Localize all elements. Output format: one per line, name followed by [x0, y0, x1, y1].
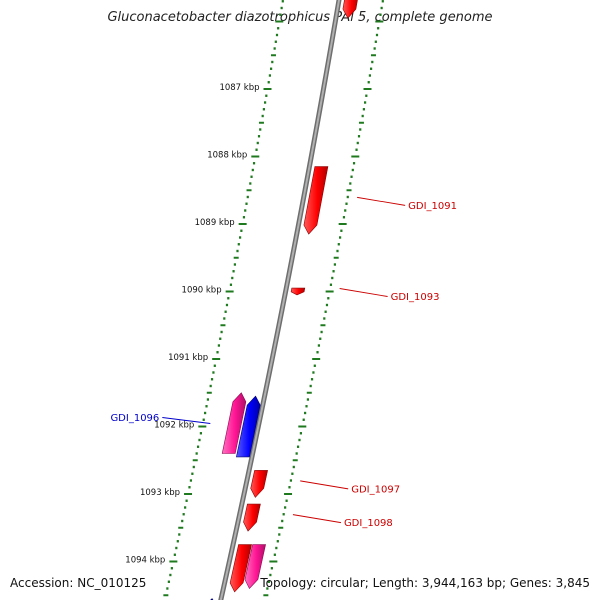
- gene-label-gdi-1091[interactable]: GDI_1091: [408, 201, 457, 212]
- kbp-tick-label: 1089 kbp: [195, 218, 235, 228]
- gene-leader-line: [300, 480, 349, 490]
- gene-arrow-gdi-1091[interactable]: [303, 166, 329, 235]
- kbp-tick-label: 1091 kbp: [168, 353, 208, 363]
- gene-arrow-unlabeled-4[interactable]: [221, 392, 247, 454]
- kbp-tick-label: 1092 kbp: [154, 421, 194, 431]
- gene-arrow-unlabeled-0[interactable]: [342, 0, 359, 19]
- kbp-tick-label: 1093 kbp: [140, 488, 180, 498]
- gene-arrow-unlabeled-7[interactable]: [229, 544, 252, 593]
- gene-arrow-gdi-1098[interactable]: [243, 503, 261, 532]
- gene-label-gdi-1093[interactable]: GDI_1093: [391, 292, 440, 303]
- genome-summary-label: Topology: circular; Length: 3,944,163 bp…: [260, 576, 590, 590]
- gene-arrow-unlabeled-8[interactable]: [244, 544, 266, 590]
- map-title: Gluconacetobacter diazotrophicus PAl 5, …: [107, 10, 493, 25]
- gene-leader-line: [357, 196, 406, 206]
- gene-arrow-gdi-1097[interactable]: [250, 470, 268, 498]
- gene-arrow-gdi-1093[interactable]: [290, 287, 306, 296]
- gene-leader-line: [339, 288, 388, 297]
- gene-leader-line: [162, 417, 211, 424]
- gene-arrow-gdi-1096[interactable]: [236, 395, 261, 458]
- kbp-tick-label: 1090 kbp: [182, 286, 222, 296]
- gene-label-gdi-1096[interactable]: GDI_1096: [110, 413, 159, 424]
- accession-label: Accession: NC_010125: [10, 576, 147, 590]
- gene-label-gdi-1097[interactable]: GDI_1097: [351, 484, 400, 495]
- kbp-tick-label: 1094 kbp: [125, 556, 165, 566]
- gene-label-gdi-1098[interactable]: GDI_1098: [344, 518, 393, 529]
- gene-leader-line: [292, 514, 342, 524]
- kbp-tick-label: 1088 kbp: [207, 151, 247, 161]
- backbone-highlight: [219, 0, 341, 600]
- kbp-tick-label: 1087 kbp: [219, 83, 259, 93]
